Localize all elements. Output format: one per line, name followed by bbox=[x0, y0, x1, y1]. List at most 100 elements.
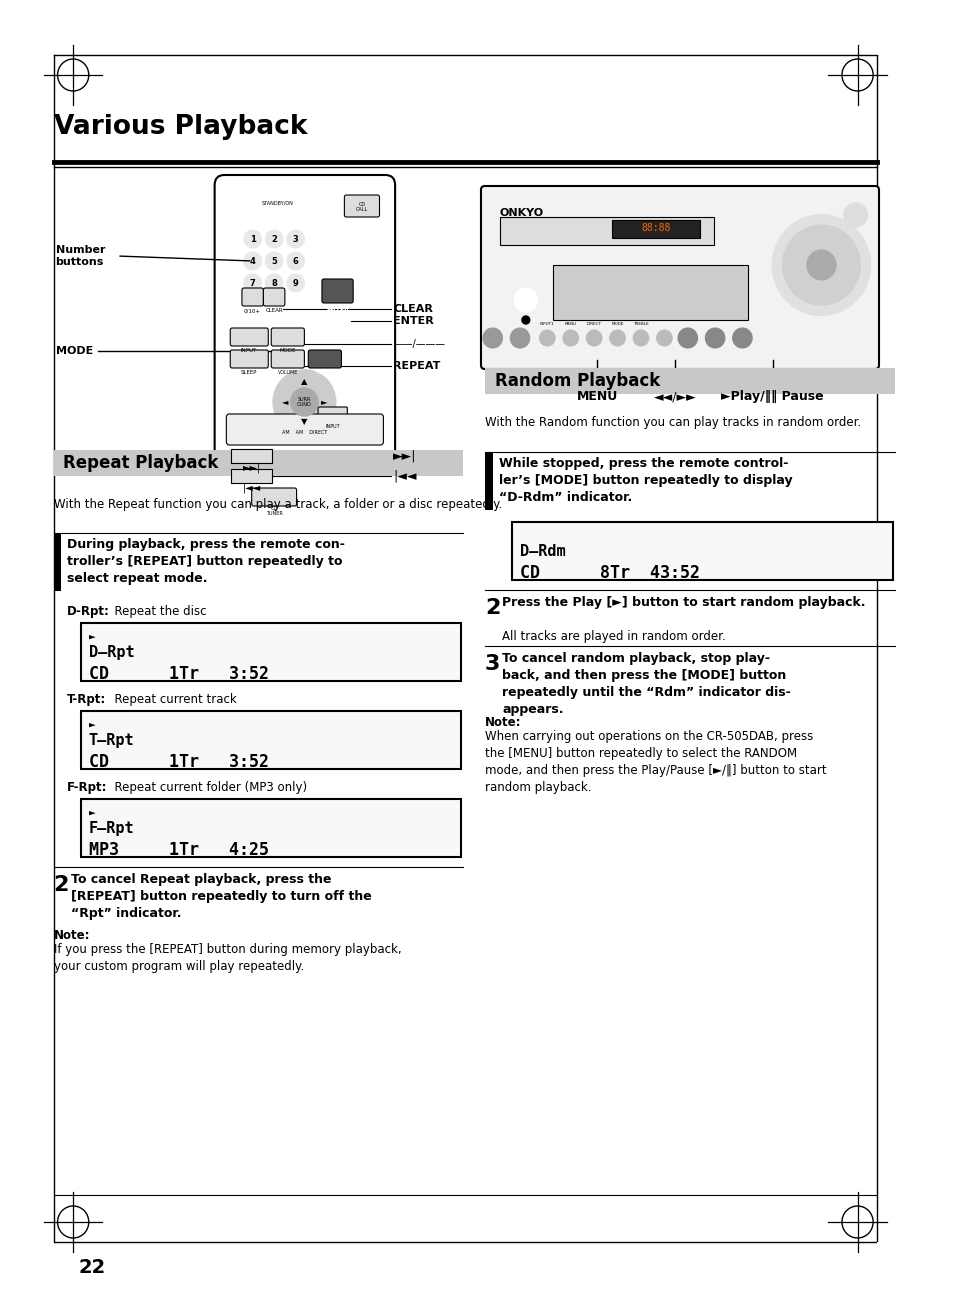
Text: CLEAR: CLEAR bbox=[265, 309, 283, 314]
Circle shape bbox=[0, 0, 41, 42]
Text: MODE: MODE bbox=[55, 346, 92, 355]
Circle shape bbox=[273, 370, 335, 434]
Text: REPEAT: REPEAT bbox=[393, 361, 440, 371]
Bar bbox=[53, 450, 463, 476]
Circle shape bbox=[265, 252, 283, 270]
Text: Number
buttons: Number buttons bbox=[55, 245, 105, 267]
Text: With the Random function you can play tracks in random order.: With the Random function you can play tr… bbox=[484, 416, 861, 429]
Text: Random Playback: Random Playback bbox=[494, 372, 659, 390]
Text: ►Play/‖‖ Pause: ►Play/‖‖ Pause bbox=[720, 390, 823, 403]
FancyBboxPatch shape bbox=[308, 350, 341, 368]
Text: 9: 9 bbox=[293, 279, 298, 288]
FancyBboxPatch shape bbox=[271, 350, 304, 368]
Text: ONKYO: ONKYO bbox=[499, 208, 543, 218]
Circle shape bbox=[244, 230, 261, 248]
Circle shape bbox=[806, 250, 835, 280]
Circle shape bbox=[514, 288, 537, 313]
Text: F-Rpt:: F-Rpt: bbox=[68, 781, 108, 794]
Text: 7: 7 bbox=[250, 279, 255, 288]
Text: D-Rpt:: D-Rpt: bbox=[68, 604, 111, 617]
Circle shape bbox=[562, 329, 578, 346]
Text: Various Playback: Various Playback bbox=[53, 114, 307, 140]
Circle shape bbox=[633, 329, 648, 346]
Text: ◄◄/►►: ◄◄/►► bbox=[653, 390, 696, 403]
FancyBboxPatch shape bbox=[214, 175, 395, 460]
Text: 5: 5 bbox=[271, 257, 276, 266]
Circle shape bbox=[265, 274, 283, 292]
FancyBboxPatch shape bbox=[317, 407, 347, 422]
Circle shape bbox=[889, 1255, 953, 1297]
Text: MP3     1Tr   4:25: MP3 1Tr 4:25 bbox=[89, 840, 269, 859]
Circle shape bbox=[656, 329, 672, 346]
Text: ▲: ▲ bbox=[301, 377, 307, 387]
Circle shape bbox=[291, 388, 317, 416]
Text: To cancel Repeat playback, press the
[REPEAT] button repeatedly to turn off the
: To cancel Repeat playback, press the [RE… bbox=[71, 873, 372, 920]
Text: 6: 6 bbox=[293, 257, 298, 266]
Text: With the Repeat function you can play a track, a folder or a disc repeatedly.: With the Repeat function you can play a … bbox=[53, 498, 501, 511]
FancyBboxPatch shape bbox=[242, 288, 263, 306]
Text: INPUT: INPUT bbox=[240, 349, 256, 354]
Text: 0/10+: 0/10+ bbox=[244, 309, 261, 314]
FancyBboxPatch shape bbox=[81, 799, 461, 857]
Circle shape bbox=[287, 274, 304, 292]
Text: TREBLE: TREBLE bbox=[633, 322, 648, 326]
Text: STANDBY/ON: STANDBY/ON bbox=[261, 201, 293, 205]
Text: MODE: MODE bbox=[279, 349, 295, 354]
Bar bbox=[553, 265, 747, 320]
Text: ►: ► bbox=[89, 721, 95, 732]
Text: While stopped, press the remote control-
ler’s [MODE] button repeatedly to displ: While stopped, press the remote control-… bbox=[498, 457, 791, 505]
Text: ◄: ◄ bbox=[281, 397, 288, 406]
Circle shape bbox=[539, 329, 555, 346]
FancyBboxPatch shape bbox=[231, 470, 272, 482]
Circle shape bbox=[265, 230, 283, 248]
Text: CD      8Tr  43:52: CD 8Tr 43:52 bbox=[519, 564, 700, 582]
Circle shape bbox=[287, 252, 304, 270]
Text: DIRECT: DIRECT bbox=[586, 322, 601, 326]
Circle shape bbox=[843, 204, 866, 227]
Text: 22: 22 bbox=[78, 1258, 105, 1278]
Circle shape bbox=[510, 328, 529, 348]
Bar bbox=[484, 451, 492, 510]
Bar bbox=[484, 368, 894, 394]
Text: AM    AM    DIRECT: AM AM DIRECT bbox=[281, 429, 327, 434]
Text: ►: ► bbox=[89, 809, 95, 818]
FancyBboxPatch shape bbox=[271, 328, 304, 346]
Text: Note:: Note: bbox=[484, 716, 521, 729]
Text: VOLUME: VOLUME bbox=[277, 371, 297, 376]
Circle shape bbox=[772, 215, 869, 315]
Text: To cancel random playback, stop play-
back, and then press the [MODE] button
rep: To cancel random playback, stop play- ba… bbox=[502, 652, 790, 716]
FancyBboxPatch shape bbox=[81, 623, 461, 681]
Text: During playback, press the remote con-
troller’s [REPEAT] button repeatedly to
s: During playback, press the remote con- t… bbox=[68, 538, 345, 585]
Text: |◄◄: |◄◄ bbox=[242, 482, 260, 493]
Bar bbox=[0, 1243, 53, 1297]
Text: Repeat the disc: Repeat the disc bbox=[107, 604, 207, 617]
Circle shape bbox=[781, 224, 860, 305]
Text: Repeat current track: Repeat current track bbox=[107, 693, 236, 706]
Text: INPUT: INPUT bbox=[316, 371, 333, 376]
Text: MENU: MENU bbox=[576, 390, 617, 403]
Text: INPUT1: INPUT1 bbox=[539, 322, 554, 326]
FancyBboxPatch shape bbox=[512, 521, 892, 580]
Text: F–Rpt: F–Rpt bbox=[89, 821, 134, 837]
Text: T–Rpt: T–Rpt bbox=[89, 733, 134, 748]
Circle shape bbox=[889, 0, 953, 42]
Text: CD      1Tr   3:52: CD 1Tr 3:52 bbox=[89, 754, 269, 770]
Text: ▼: ▼ bbox=[301, 418, 307, 427]
Bar bbox=[53, 533, 61, 591]
Text: 3: 3 bbox=[293, 235, 298, 244]
Text: 1: 1 bbox=[250, 235, 255, 244]
Text: When carrying out operations on the CR-505DAB, press
the [MENU] button repeatedl: When carrying out operations on the CR-5… bbox=[484, 730, 825, 794]
Text: SLEEP: SLEEP bbox=[240, 371, 256, 376]
Text: ENTER: ENTER bbox=[393, 316, 434, 326]
Text: INPUT: INPUT bbox=[325, 424, 339, 428]
Text: 8: 8 bbox=[271, 279, 276, 288]
Bar bbox=[876, 0, 930, 54]
FancyBboxPatch shape bbox=[230, 328, 268, 346]
Text: 2: 2 bbox=[271, 235, 276, 244]
Text: MENU: MENU bbox=[564, 322, 577, 326]
Bar bbox=[0, 0, 53, 54]
FancyBboxPatch shape bbox=[480, 185, 878, 370]
FancyBboxPatch shape bbox=[230, 350, 268, 368]
Text: ►: ► bbox=[89, 633, 95, 643]
Text: CD      1Tr   3:52: CD 1Tr 3:52 bbox=[89, 665, 269, 684]
